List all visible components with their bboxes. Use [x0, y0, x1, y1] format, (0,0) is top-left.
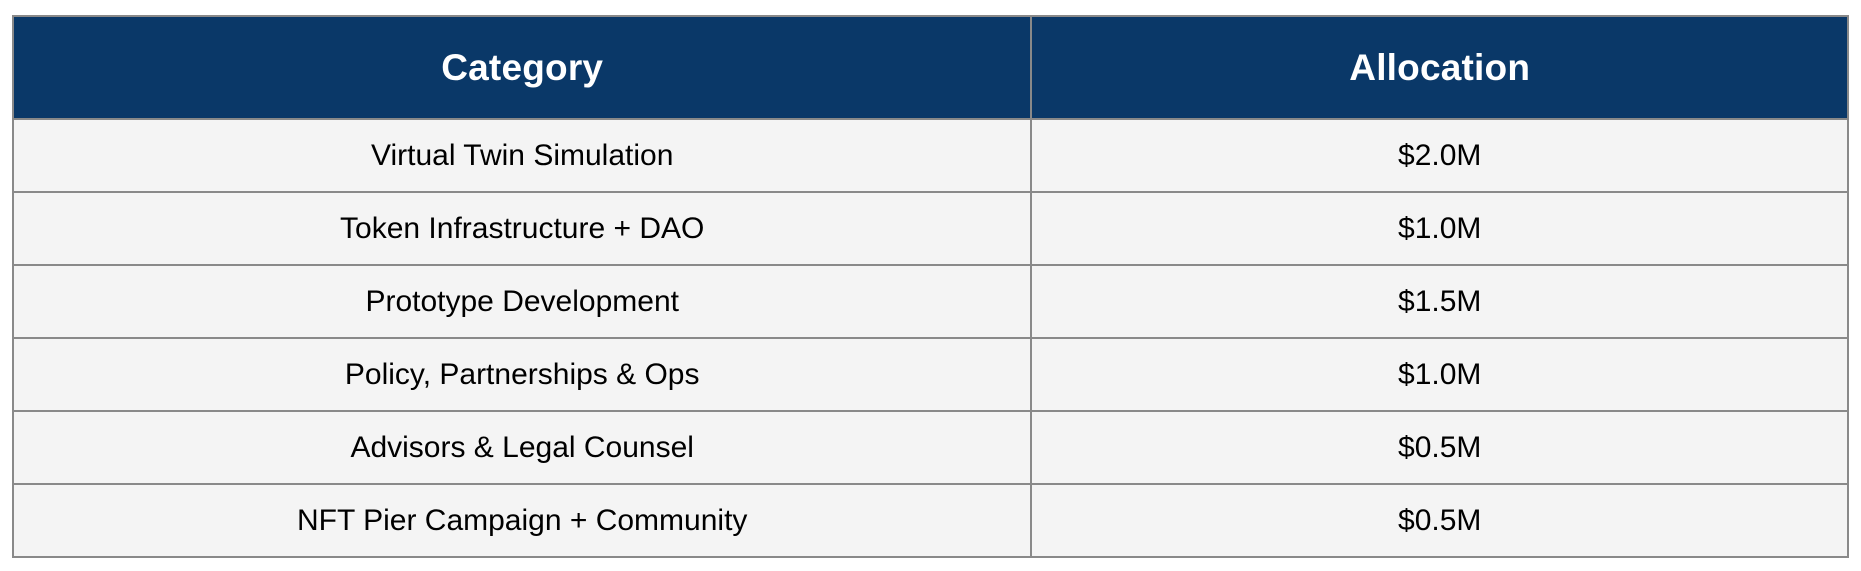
- table-header-row: Category Allocation: [11, 15, 1849, 120]
- cell-category: Advisors & Legal Counsel: [11, 410, 1033, 485]
- cell-category: Prototype Development: [11, 264, 1033, 339]
- cell-category: Policy, Partnerships & Ops: [11, 337, 1033, 412]
- cell-category: NFT Pier Campaign + Community: [11, 483, 1033, 558]
- table-row: Virtual Twin Simulation $2.0M: [11, 118, 1849, 193]
- cell-allocation: $0.5M: [1030, 483, 1849, 558]
- table-row: Token Infrastructure + DAO $1.0M: [11, 191, 1849, 266]
- table-row: NFT Pier Campaign + Community $0.5M: [11, 483, 1849, 558]
- cell-category: Token Infrastructure + DAO: [11, 191, 1033, 266]
- cell-allocation: $1.5M: [1030, 264, 1849, 339]
- cell-allocation: $0.5M: [1030, 410, 1849, 485]
- table-row: Prototype Development $1.5M: [11, 264, 1849, 339]
- table-row: Advisors & Legal Counsel $0.5M: [11, 410, 1849, 485]
- column-header-category: Category: [11, 15, 1033, 120]
- column-header-allocation: Allocation: [1030, 15, 1849, 120]
- cell-allocation: $1.0M: [1030, 337, 1849, 412]
- cell-category: Virtual Twin Simulation: [11, 118, 1033, 193]
- table-row: Policy, Partnerships & Ops $1.0M: [11, 337, 1849, 412]
- cell-allocation: $2.0M: [1030, 118, 1849, 193]
- allocation-table: Category Allocation Virtual Twin Simulat…: [11, 15, 1849, 558]
- cell-allocation: $1.0M: [1030, 191, 1849, 266]
